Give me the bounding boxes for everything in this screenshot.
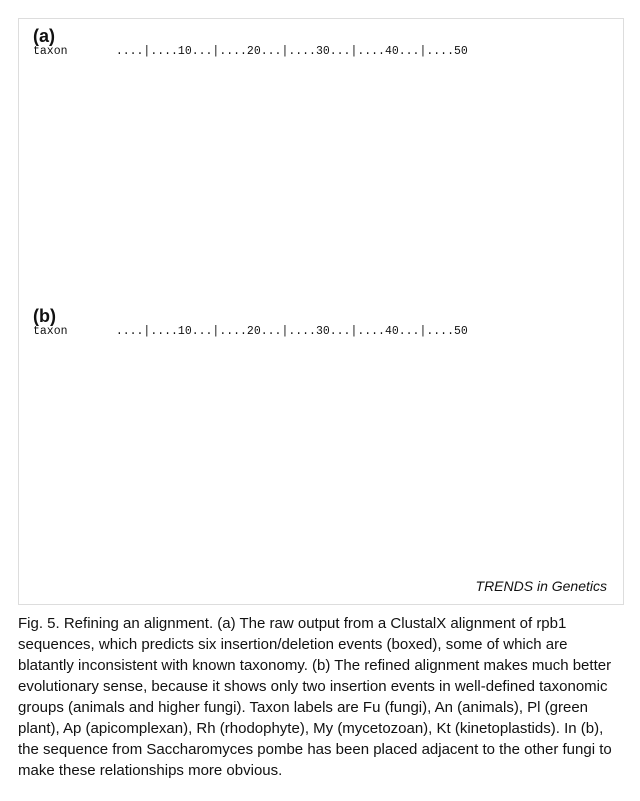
caption: Fig. 5. Refining an alignment. (a) The r…	[18, 615, 612, 779]
figure: (a) taxon ....|....10...|....20...|....30…	[18, 18, 624, 605]
panel-b: (b) taxon ....|....10...|....20...|....30…	[33, 306, 613, 339]
panel-b-label: (b)	[33, 306, 56, 326]
panel-a: (a) taxon ....|....10...|....20...|....30…	[33, 26, 613, 59]
credit: TRENDS in Genetics	[475, 578, 607, 594]
panel-a-label: (a)	[33, 26, 55, 46]
